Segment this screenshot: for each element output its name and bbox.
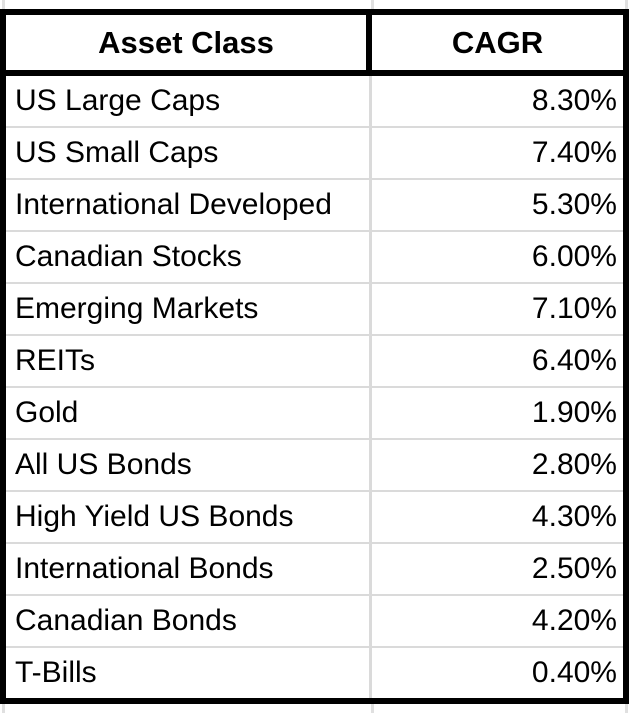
cagr-cell: 6.00%	[531, 240, 617, 273]
asset-class-cell: High Yield US Bonds	[6, 492, 372, 542]
table-row: International Bonds 2.50%	[6, 542, 623, 594]
table-body: US Large Caps 8.30% US Small Caps 7.40% …	[6, 76, 623, 698]
asset-class-cell: T-Bills	[6, 648, 372, 698]
table-row: REITs 6.40%	[6, 334, 623, 386]
cagr-cell: 2.80%	[531, 448, 617, 481]
table-header-row: Asset Class CAGR	[6, 15, 623, 76]
table-row: High Yield US Bonds 4.30%	[6, 490, 623, 542]
table-row: US Large Caps 8.30%	[6, 76, 623, 126]
asset-class-cell: International Bonds	[6, 544, 372, 594]
cagr-cell: 1.90%	[531, 396, 617, 429]
asset-cagr-table: Asset Class CAGR US Large Caps 8.30% US …	[0, 9, 629, 704]
table-row: Emerging Markets 7.10%	[6, 282, 623, 334]
cagr-cell: 4.20%	[531, 604, 617, 637]
table-row: Canadian Bonds 4.20%	[6, 594, 623, 646]
cagr-cell: 6.40%	[531, 344, 617, 377]
asset-class-cell: Emerging Markets	[6, 284, 372, 334]
cagr-cell: 7.10%	[531, 292, 617, 325]
cagr-cell: 2.50%	[531, 552, 617, 585]
asset-class-cell: International Developed	[6, 180, 372, 230]
header-cell-cagr: CAGR	[451, 24, 544, 60]
cagr-cell: 8.30%	[531, 84, 617, 117]
asset-class-cell: All US Bonds	[6, 440, 372, 490]
table-row: US Small Caps 7.40%	[6, 126, 623, 178]
asset-class-cell: Canadian Bonds	[6, 596, 372, 646]
asset-class-cell: Gold	[6, 388, 372, 438]
cagr-cell: 0.40%	[531, 656, 617, 689]
header-cell-asset-class: Asset Class	[6, 15, 372, 70]
table-row: T-Bills 0.40%	[6, 646, 623, 698]
asset-class-cell: US Large Caps	[6, 76, 372, 126]
cagr-cell: 5.30%	[531, 188, 617, 221]
cagr-cell: 4.30%	[531, 500, 617, 533]
table-row: Gold 1.90%	[6, 386, 623, 438]
table-row: All US Bonds 2.80%	[6, 438, 623, 490]
table-row: Canadian Stocks 6.00%	[6, 230, 623, 282]
asset-class-cell: REITs	[6, 336, 372, 386]
asset-class-cell: Canadian Stocks	[6, 232, 372, 282]
table-row: International Developed 5.30%	[6, 178, 623, 230]
asset-class-cell: US Small Caps	[6, 128, 372, 178]
cagr-cell: 7.40%	[531, 136, 617, 169]
